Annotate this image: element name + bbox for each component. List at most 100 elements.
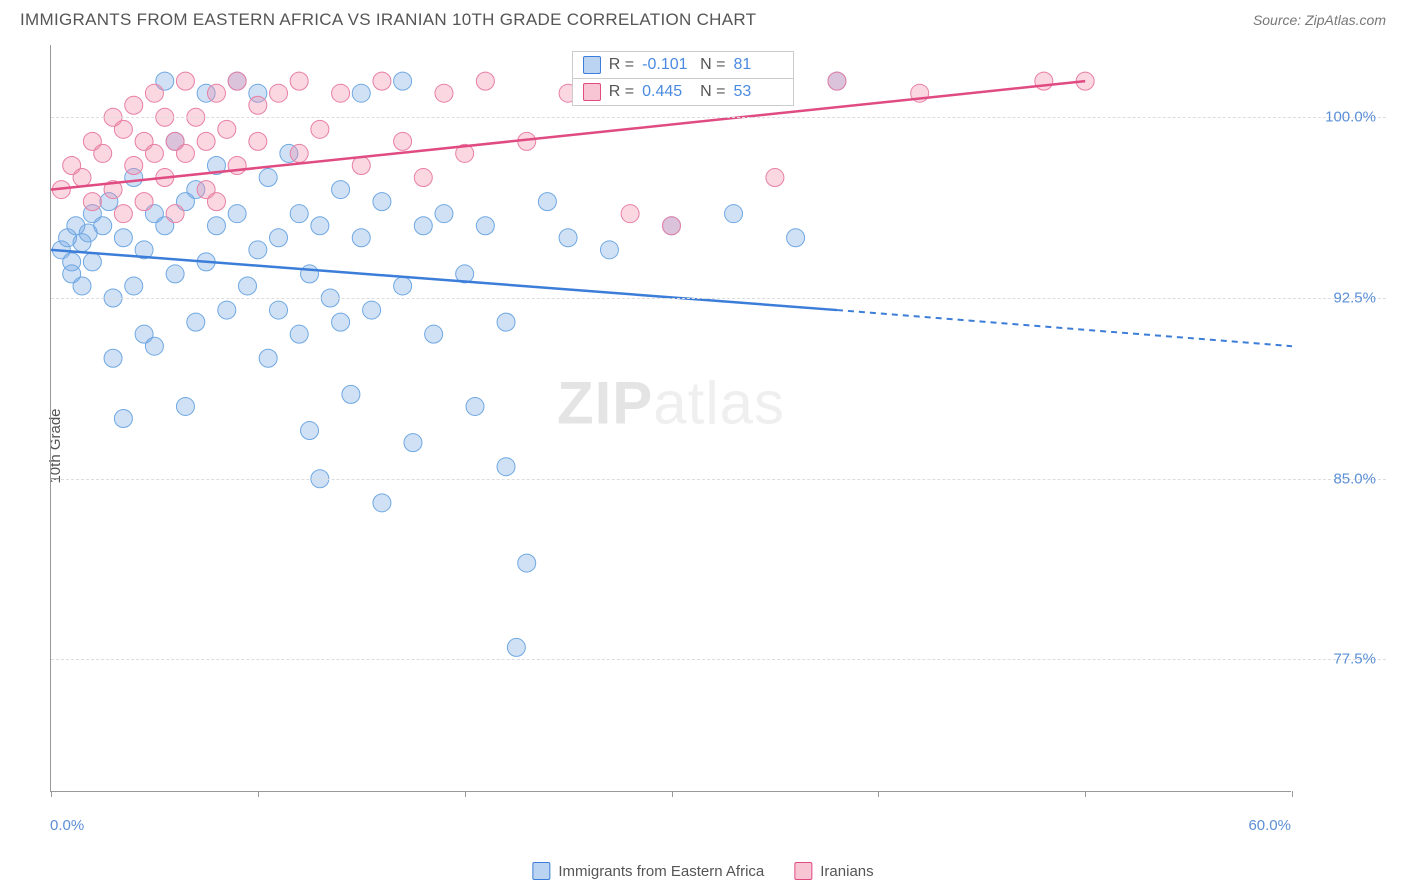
data-point	[207, 84, 225, 102]
data-point	[1035, 72, 1053, 90]
data-point	[270, 84, 288, 102]
data-point	[352, 229, 370, 247]
x-axis-min-label: 0.0%	[50, 817, 84, 834]
data-point	[259, 349, 277, 367]
data-point	[466, 397, 484, 415]
data-point	[114, 410, 132, 428]
data-point	[497, 313, 515, 331]
x-tick	[1085, 791, 1086, 797]
data-point	[259, 169, 277, 187]
data-point	[507, 638, 525, 656]
data-point	[187, 313, 205, 331]
data-point	[83, 193, 101, 211]
x-tick	[51, 791, 52, 797]
data-point	[414, 217, 432, 235]
data-point	[373, 193, 391, 211]
data-point	[766, 169, 784, 187]
data-point	[301, 265, 319, 283]
chart-container: ZIPatlas R = -0.101 N = 81 R = 0.445 N =…	[50, 45, 1386, 832]
stats-r-label-1: R =	[609, 56, 634, 74]
data-point	[249, 132, 267, 150]
legend-item-2: Iranians	[794, 862, 873, 880]
data-point	[114, 205, 132, 223]
data-point	[73, 169, 91, 187]
data-point	[435, 84, 453, 102]
correlation-stats-box: R = -0.101 N = 81 R = 0.445 N = 53	[572, 51, 795, 106]
legend-label-1: Immigrants from Eastern Africa	[558, 863, 764, 880]
stats-r-label-2: R =	[609, 83, 634, 101]
data-point	[663, 217, 681, 235]
data-point	[301, 422, 319, 440]
data-point	[828, 72, 846, 90]
data-point	[290, 72, 308, 90]
stats-n-label-1: N =	[700, 56, 725, 74]
stats-r-value-2: 0.445	[642, 83, 692, 101]
data-point	[114, 120, 132, 138]
data-point	[270, 229, 288, 247]
data-point	[373, 72, 391, 90]
legend-swatch-2	[794, 862, 812, 880]
data-point	[363, 301, 381, 319]
data-point	[145, 337, 163, 355]
data-point	[352, 84, 370, 102]
data-point	[332, 84, 350, 102]
data-point	[166, 265, 184, 283]
x-tick	[258, 791, 259, 797]
data-point	[352, 156, 370, 174]
data-point	[476, 217, 494, 235]
legend-label-2: Iranians	[820, 863, 873, 880]
data-point	[290, 325, 308, 343]
data-point	[94, 217, 112, 235]
data-point	[342, 385, 360, 403]
data-point	[600, 241, 618, 259]
y-tick-label: 92.5%	[1333, 290, 1376, 307]
data-point	[290, 205, 308, 223]
data-point	[207, 193, 225, 211]
data-point	[538, 193, 556, 211]
trend-line-extrapolated	[837, 310, 1292, 346]
data-point	[176, 144, 194, 162]
chart-title: IMMIGRANTS FROM EASTERN AFRICA VS IRANIA…	[20, 10, 756, 30]
y-tick-label: 77.5%	[1333, 651, 1376, 668]
data-point	[145, 84, 163, 102]
y-tick-label: 100.0%	[1325, 109, 1376, 126]
data-point	[197, 132, 215, 150]
x-tick	[1292, 791, 1293, 797]
source-label: Source: ZipAtlas.com	[1253, 12, 1386, 28]
data-point	[373, 494, 391, 512]
data-point	[238, 277, 256, 295]
data-point	[207, 217, 225, 235]
gridline	[51, 659, 1386, 660]
stats-n-value-1: 81	[733, 56, 783, 74]
data-point	[332, 313, 350, 331]
data-point	[414, 169, 432, 187]
legend-swatch-1	[532, 862, 550, 880]
data-point	[394, 72, 412, 90]
stats-n-label-2: N =	[700, 83, 725, 101]
data-point	[176, 397, 194, 415]
data-point	[125, 96, 143, 114]
x-tick	[672, 791, 673, 797]
gridline	[51, 117, 1386, 118]
data-point	[787, 229, 805, 247]
data-point	[176, 72, 194, 90]
data-point	[425, 325, 443, 343]
data-point	[125, 277, 143, 295]
data-point	[435, 205, 453, 223]
gridline	[51, 298, 1386, 299]
x-axis-max-label: 60.0%	[1248, 817, 1291, 834]
data-point	[621, 205, 639, 223]
x-tick	[465, 791, 466, 797]
data-point	[228, 205, 246, 223]
x-tick	[878, 791, 879, 797]
stats-swatch-1	[583, 56, 601, 74]
data-point	[114, 229, 132, 247]
data-point	[94, 144, 112, 162]
data-point	[73, 277, 91, 295]
data-point	[332, 181, 350, 199]
gridline	[51, 479, 1386, 480]
legend: Immigrants from Eastern Africa Iranians	[532, 862, 873, 880]
data-point	[83, 253, 101, 271]
data-point	[559, 229, 577, 247]
data-point	[145, 144, 163, 162]
